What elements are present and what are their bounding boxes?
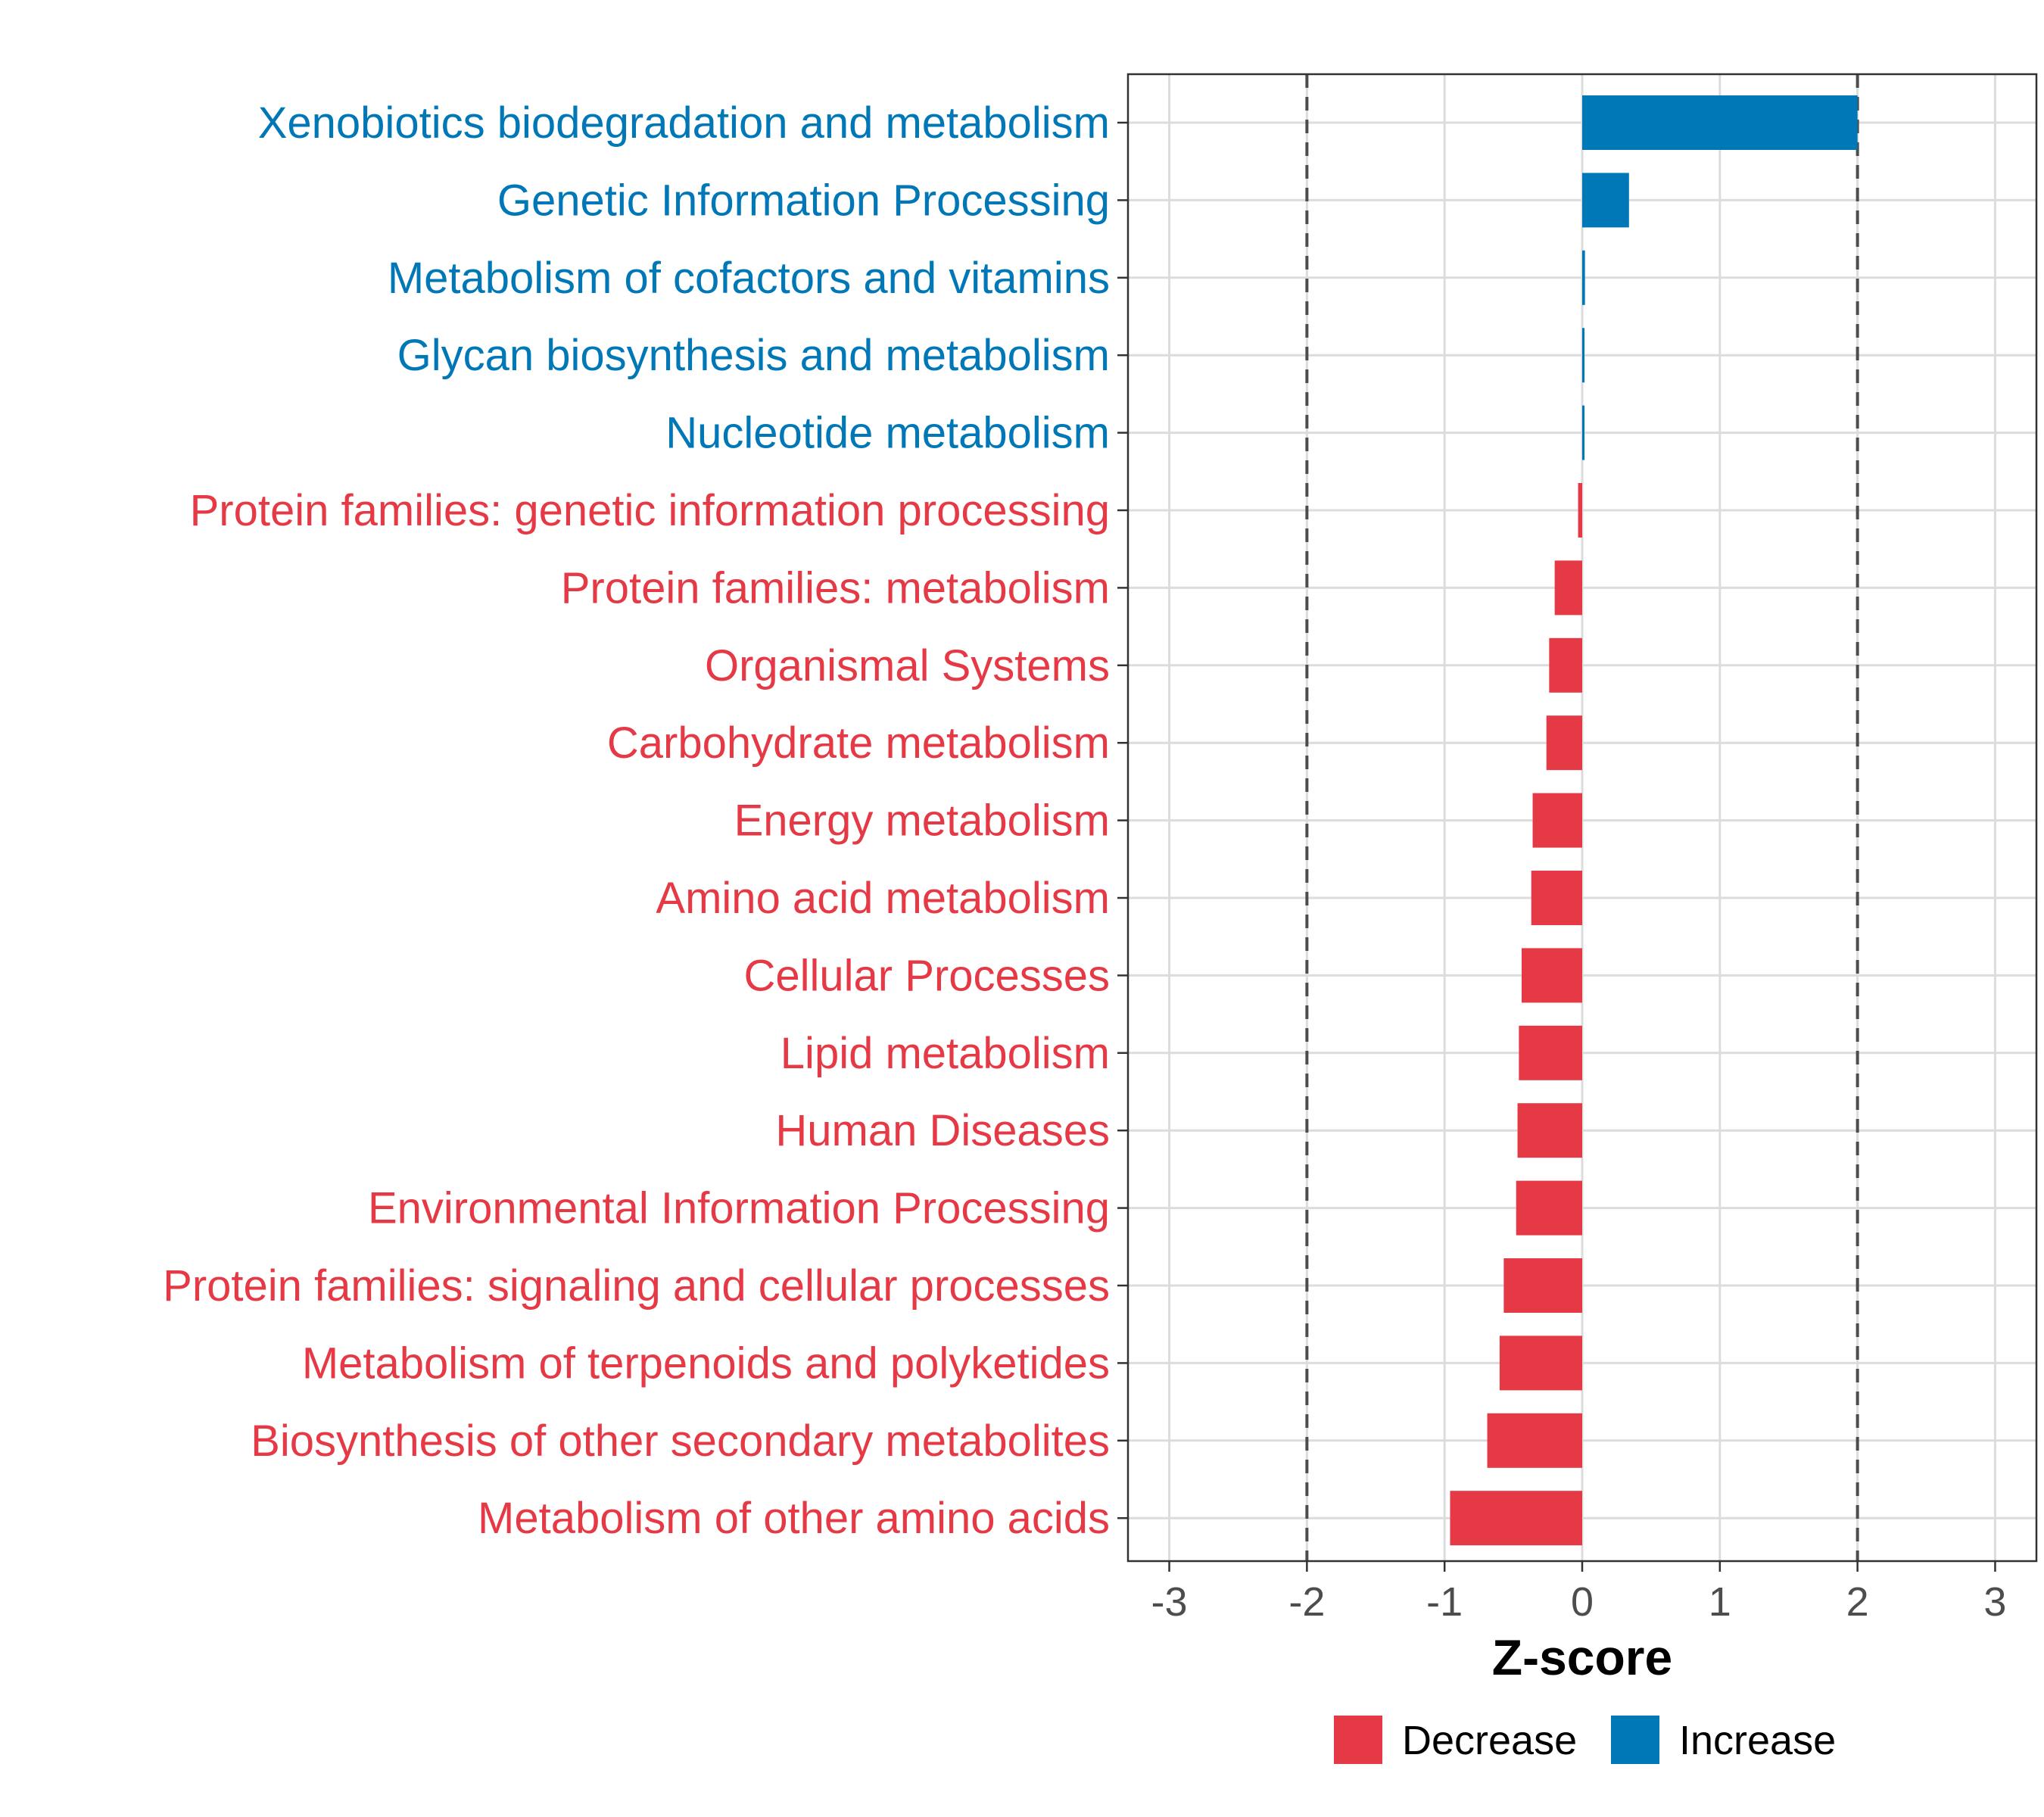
category-label-18: Metabolism of other amino acids: [478, 1494, 1110, 1543]
x-tick-label-4: 1: [1709, 1579, 1731, 1625]
bar-10: [1531, 871, 1582, 925]
bar-1: [1582, 173, 1629, 228]
category-label-17: Biosynthesis of other secondary metaboli…: [251, 1417, 1110, 1466]
category-label-1: Genetic Information Processing: [497, 176, 1110, 225]
category-label-8: Carbohydrate metabolism: [607, 718, 1110, 768]
bar-11: [1522, 948, 1582, 1003]
bar-8: [1546, 715, 1582, 771]
bar-17: [1487, 1413, 1582, 1468]
bar-0: [1582, 95, 1858, 150]
category-label-2: Metabolism of cofactors and vitamins: [388, 254, 1110, 303]
category-label-15: Protein families: signaling and cellular…: [163, 1261, 1110, 1311]
category-label-4: Nucleotide metabolism: [665, 409, 1110, 458]
legend-swatch-increase: [1611, 1716, 1659, 1764]
bar-5: [1578, 483, 1582, 538]
bar-15: [1503, 1258, 1582, 1313]
y-axis-ticks: [1117, 121, 1128, 1519]
category-label-6: Protein families: metabolism: [561, 563, 1110, 612]
x-axis-title: Z-score: [1492, 1629, 1672, 1685]
bar-6: [1554, 560, 1582, 616]
bar-7: [1549, 637, 1582, 693]
bar-9: [1532, 793, 1582, 848]
x-tick-label-2: -1: [1426, 1579, 1463, 1625]
x-axis-ticks: -3 -2 -1 0 1 2 3: [1151, 1561, 2006, 1625]
x-tick-label-3: 0: [1571, 1579, 1594, 1625]
category-label-14: Environmental Information Processing: [368, 1184, 1110, 1233]
x-tick-label-0: -3: [1151, 1579, 1188, 1625]
category-label-16: Metabolism of terpenoids and polyketides: [302, 1339, 1110, 1388]
category-label-5: Protein families: genetic information pr…: [190, 486, 1110, 535]
bar-2: [1582, 250, 1585, 305]
bar-4: [1582, 405, 1584, 460]
legend: Decrease Increase: [1334, 1716, 1836, 1764]
x-tick-label-5: 2: [1846, 1579, 1869, 1625]
bar-12: [1519, 1025, 1582, 1080]
legend-swatch-decrease: [1334, 1716, 1382, 1764]
bar-16: [1499, 1335, 1582, 1391]
bar-3: [1582, 328, 1584, 383]
category-label-12: Lipid metabolism: [781, 1029, 1110, 1078]
y-axis-category-labels: Xenobiotics biodegradation and metabolis…: [163, 98, 1110, 1543]
category-label-3: Glycan biosynthesis and metabolism: [397, 331, 1110, 380]
bar-18: [1450, 1491, 1582, 1546]
category-label-7: Organismal Systems: [705, 641, 1110, 690]
bars: [1450, 95, 1858, 1546]
category-label-9: Energy metabolism: [734, 796, 1110, 846]
legend-label-decrease: Decrease: [1402, 1718, 1577, 1763]
category-label-11: Cellular Processes: [743, 951, 1110, 1000]
reference-lines: [1305, 74, 1859, 1561]
x-tick-label-6: 3: [1983, 1579, 2006, 1625]
category-label-10: Amino acid metabolism: [656, 874, 1110, 923]
bar-13: [1517, 1103, 1582, 1158]
category-label-0: Xenobiotics biodegradation and metabolis…: [258, 98, 1110, 148]
bar-14: [1516, 1180, 1582, 1236]
category-label-13: Human Diseases: [775, 1106, 1110, 1155]
legend-label-increase: Increase: [1679, 1718, 1836, 1763]
x-tick-label-1: -2: [1288, 1579, 1325, 1625]
